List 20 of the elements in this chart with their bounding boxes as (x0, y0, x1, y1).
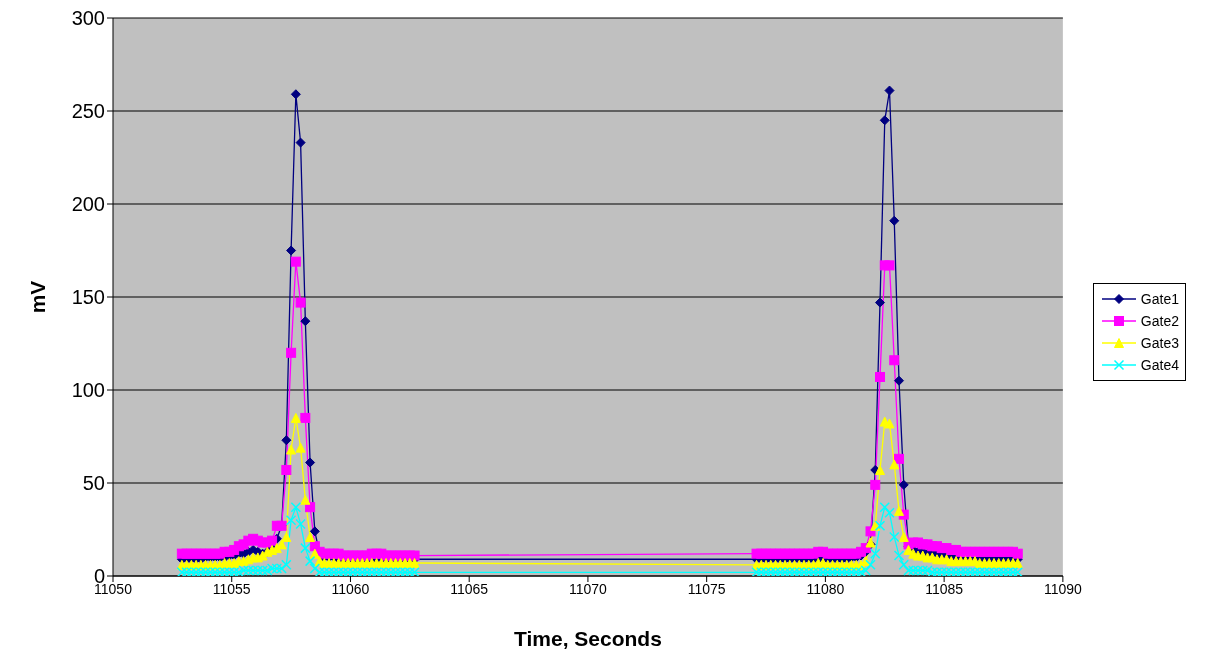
legend-label: Gate2 (1140, 313, 1179, 329)
x-tick-label: 11090 (1043, 580, 1083, 597)
x-tick-label: 11055 (212, 580, 251, 597)
legend-label: Gate1 (1140, 291, 1179, 307)
y-tick-label: 50 (82, 472, 105, 495)
y-tick-label: 300 (71, 7, 105, 30)
x-axis-title: Time, Seconds (514, 627, 662, 650)
x-tick-label: 11085 (925, 580, 964, 597)
x-tick-label: 11065 (450, 580, 489, 597)
legend-label: Gate4 (1140, 357, 1179, 373)
y-tick-label: 150 (71, 286, 105, 309)
x-tick-label: 11075 (687, 580, 726, 597)
x-tick-label: 11060 (331, 580, 370, 597)
y-tick-label: 100 (71, 379, 105, 402)
y-axis-title: mV (26, 280, 50, 314)
x-tick-label: 11070 (568, 580, 608, 597)
legend-label: Gate3 (1140, 335, 1179, 351)
x-tick-label: 11080 (806, 580, 845, 597)
y-tick-label: 200 (71, 193, 105, 216)
y-tick-label: 250 (71, 100, 105, 123)
